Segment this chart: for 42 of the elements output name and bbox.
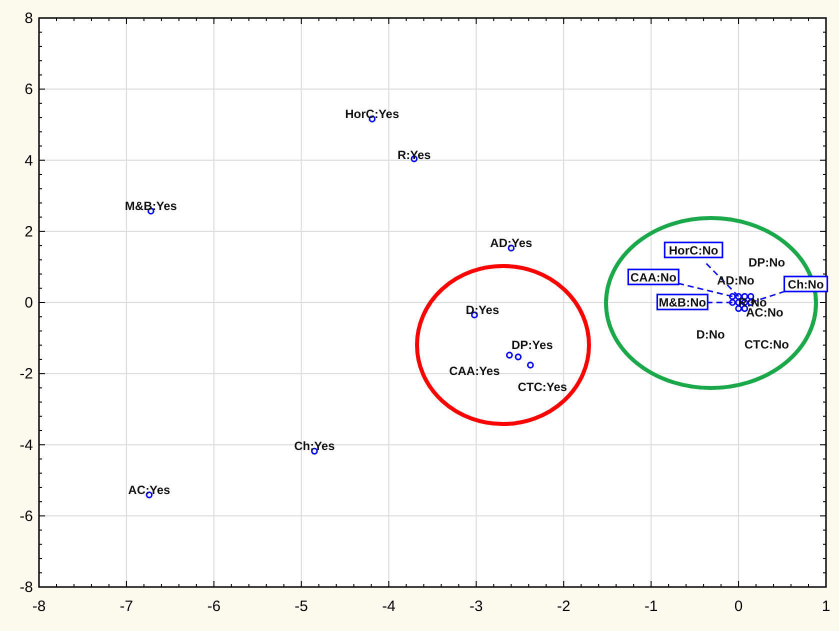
x-tick-label: -4 xyxy=(382,598,396,615)
x-tick-label: -5 xyxy=(294,598,308,615)
point xyxy=(506,352,513,359)
annotation: D:Yes xyxy=(466,302,500,317)
annotation: M&B:No xyxy=(658,296,706,310)
annotation: HorC:No xyxy=(668,243,718,258)
annotation: CAA:Yes xyxy=(449,364,500,378)
annotation: AC:Yes xyxy=(128,482,171,497)
annotation: R:Yes xyxy=(397,148,432,162)
y-tick-label: -2 xyxy=(20,366,33,383)
x-tick-label: -2 xyxy=(556,598,570,615)
y-tick-label: -4 xyxy=(20,436,33,454)
annotation: Ch:Yes xyxy=(294,439,336,454)
y-tick-label: -6 xyxy=(20,508,33,525)
annotation: D:No xyxy=(696,328,725,342)
point xyxy=(728,293,736,300)
annotation: HorC:Yes xyxy=(345,106,400,121)
x-tick-label: -7 xyxy=(120,598,134,615)
x-tick-label: 0 xyxy=(734,598,743,615)
y-tick-label: 6 xyxy=(24,81,33,98)
point xyxy=(728,299,736,306)
y-tick-label: 2 xyxy=(24,223,33,240)
annotation: CAA:No xyxy=(630,270,676,284)
point xyxy=(526,362,534,369)
x-tick-label: -3 xyxy=(470,598,483,615)
y-tick-label: -8 xyxy=(20,579,33,596)
x-tick-label: 1 xyxy=(822,598,830,615)
annotation: CTC:No xyxy=(744,338,790,352)
annotation: AC:No xyxy=(746,306,784,320)
annotation: AD:No xyxy=(717,273,754,288)
annotation: DP:No xyxy=(748,255,786,270)
x-tick-label: -1 xyxy=(644,598,658,615)
annotation: DP:Yes xyxy=(512,338,554,352)
annotation: Ch:No xyxy=(788,278,824,292)
annotation: M&B:Yes xyxy=(124,199,178,214)
point xyxy=(514,353,522,360)
annotation: AD:Yes xyxy=(490,236,533,250)
y-tick-label: 8 xyxy=(24,10,33,27)
annotation: CTC:Yes xyxy=(518,380,568,394)
x-tick-label: -6 xyxy=(207,598,221,615)
y-tick-label: 4 xyxy=(24,152,33,170)
y-tick-label: 0 xyxy=(24,294,33,312)
